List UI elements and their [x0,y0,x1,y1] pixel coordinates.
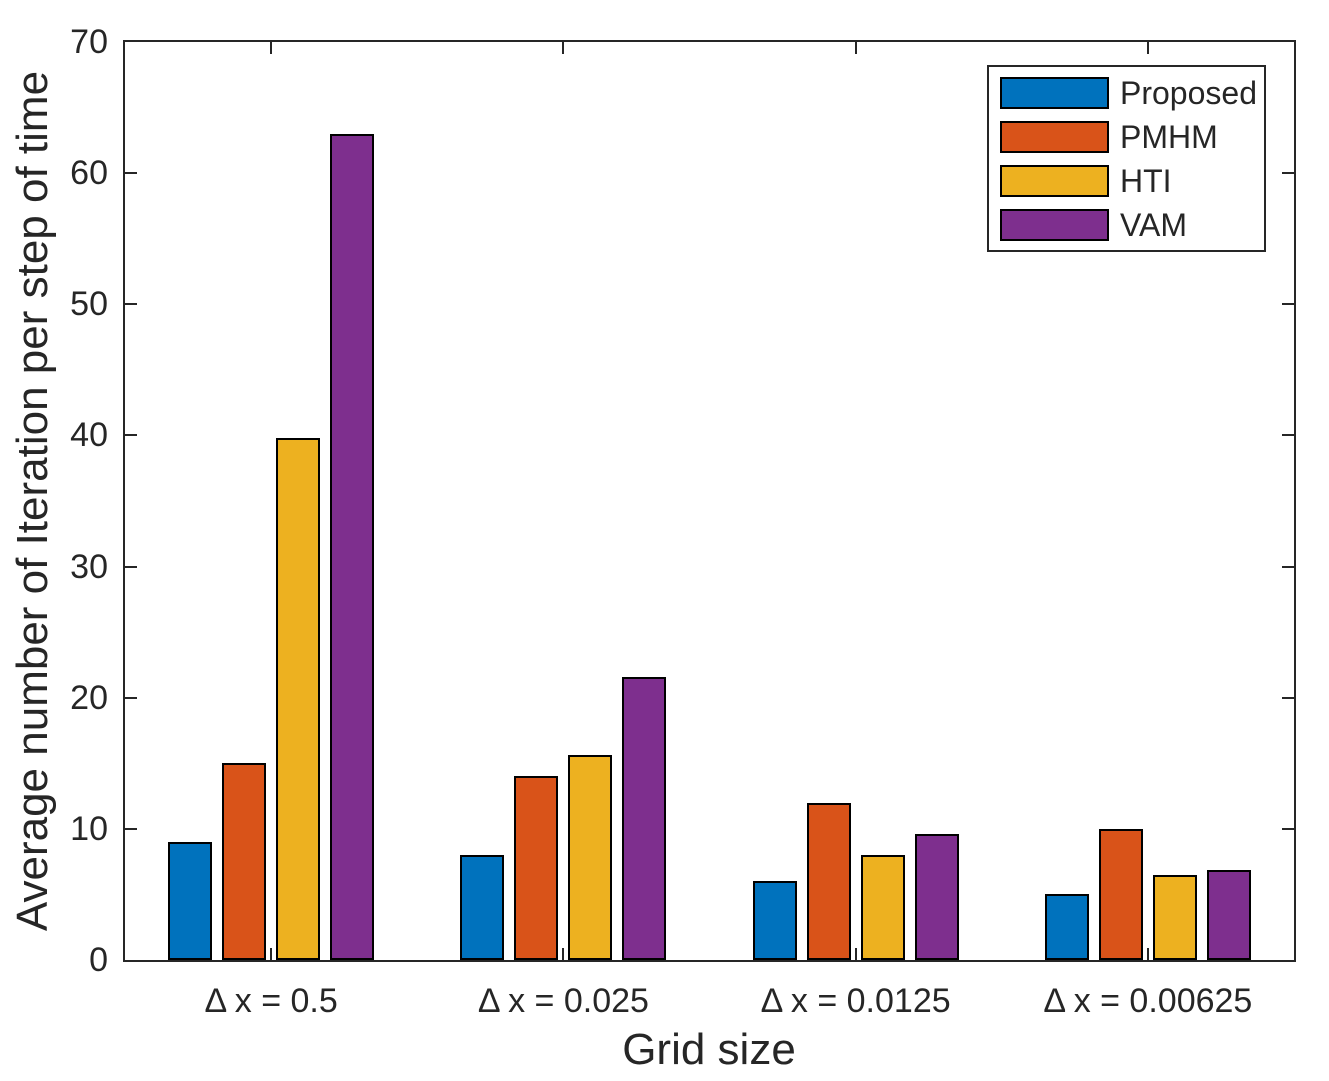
x-tick-group4 [1146,948,1149,960]
x-axis-title: Grid size [622,1025,796,1074]
legend-item-proposed: Proposed [989,75,1264,121]
bar-pmhm-group3 [806,802,851,960]
bar-vam-group1 [330,133,375,960]
y-tick-label-10: 10 [70,809,108,848]
y-tick-label-70: 70 [70,23,108,61]
bar-hti-group3 [860,855,905,960]
right-y-tick-20 [1282,696,1294,699]
x-tick-group3 [854,948,857,960]
legend-box: Proposed PMHM HTI VAM [987,65,1266,252]
right-y-tick-10 [1282,827,1294,830]
right-y-tick-60 [1282,172,1294,175]
y-tick-label-50: 50 [70,285,108,324]
y-tick-50 [125,303,137,306]
legend-item-vam: VAM [989,207,1264,253]
y-tick-label-60: 60 [70,154,108,193]
y-tick-label-30: 30 [70,547,108,586]
legend-label-pmhm: PMHM [1120,119,1218,155]
bar-pmhm-group1 [222,763,267,960]
bar-proposed-group4 [1044,894,1089,960]
top-x-tick-group4 [1146,42,1149,54]
legend-swatch-pmhm [1000,121,1109,153]
y-tick-40 [125,434,137,437]
bar-proposed-group2 [460,855,505,960]
bar-hti-group2 [568,755,613,960]
legend-swatch-vam [1000,209,1109,241]
bar-pmhm-group4 [1098,828,1143,960]
x-tick-label-group2: Δ x = 0.025 [477,982,649,1020]
x-tick-group2 [562,948,565,960]
x-tick-label-group3: Δ x = 0.0125 [760,982,951,1020]
top-x-tick-group2 [562,42,565,54]
bar-hti-group1 [276,438,321,960]
bar-vam-group3 [914,834,959,960]
legend-label-hti: HTI [1120,163,1172,199]
legend-swatch-hti [1000,165,1109,197]
y-axis-title: Average number of Iteration per step of … [8,70,57,932]
y-tick-20 [125,696,137,699]
bar-pmhm-group2 [514,776,559,960]
right-y-tick-50 [1282,303,1294,306]
top-x-tick-group1 [270,42,273,54]
bar-hti-group4 [1152,874,1197,960]
legend-swatch-proposed [1000,77,1109,109]
y-tick-label-40: 40 [70,416,108,455]
legend-item-pmhm: PMHM [989,119,1264,165]
y-tick-10 [125,827,137,830]
top-x-tick-group3 [854,42,857,54]
legend-item-hti: HTI [989,163,1264,209]
legend-label-proposed: Proposed [1120,75,1257,111]
bar-vam-group4 [1206,869,1251,960]
x-tick-label-group4: Δ x = 0.00625 [1043,982,1253,1020]
y-tick-label-20: 20 [70,678,108,717]
bar-proposed-group3 [752,881,797,960]
y-tick-30 [125,565,137,568]
y-tick-60 [125,172,137,175]
y-tick-label-0: 0 [89,941,108,979]
right-y-tick-40 [1282,434,1294,437]
right-y-tick-30 [1282,565,1294,568]
bar-vam-group2 [622,676,667,960]
x-tick-group1 [270,948,273,960]
bar-proposed-group1 [168,842,213,960]
legend-label-vam: VAM [1120,207,1187,243]
x-tick-label-group1: Δ x = 0.5 [204,982,338,1020]
